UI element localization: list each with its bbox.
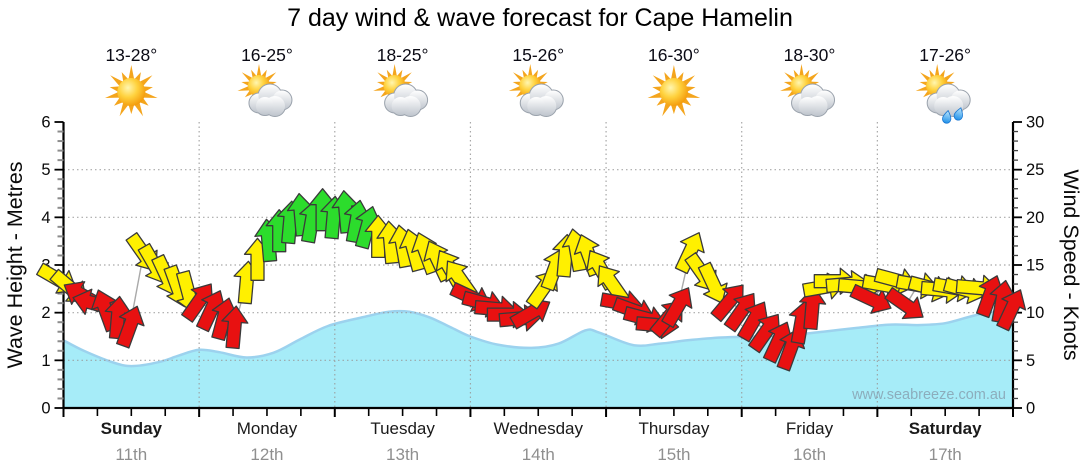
page-title: 7 day wind & wave forecast for Cape Hame… bbox=[287, 4, 793, 32]
wind-arrows bbox=[36, 188, 1027, 372]
day-name-label: Saturday bbox=[909, 419, 982, 438]
cloud-lobe-fill bbox=[527, 97, 546, 115]
day-name-label: Monday bbox=[237, 419, 298, 438]
weather-icon-partly-cloudy bbox=[780, 64, 836, 117]
wind-arrow-red bbox=[661, 287, 693, 329]
left-tick-label: 5 bbox=[41, 161, 50, 179]
day-date-label: 15th bbox=[657, 445, 690, 464]
left-tick-label: 4 bbox=[41, 209, 50, 227]
day-date-label: 13th bbox=[386, 445, 419, 464]
wave-height-area bbox=[62, 308, 1014, 408]
left-tick-label: 0 bbox=[41, 400, 50, 418]
right-tick-label: 10 bbox=[1026, 304, 1044, 322]
day-date-label: 16th bbox=[793, 445, 826, 464]
day-date-label: 12th bbox=[250, 445, 283, 464]
day-date-label: 11th bbox=[115, 445, 147, 464]
day-name-label: Sunday bbox=[101, 419, 163, 438]
day-temp-label: 18-30° bbox=[784, 45, 836, 65]
day-temp-label: 16-30° bbox=[648, 45, 700, 65]
day-date-label: 14th bbox=[522, 445, 555, 464]
right-tick-label: 30 bbox=[1026, 114, 1044, 132]
sun-disc bbox=[117, 78, 146, 106]
weather-icon-sunny bbox=[647, 65, 701, 117]
day-labels: Sunday 11th 13-28° Monday 12th 16-25° Tuesday 1… bbox=[101, 45, 982, 464]
rain-drop bbox=[953, 107, 963, 121]
cloud-lobe-fill bbox=[934, 97, 953, 115]
wind-arrow-yellow bbox=[674, 232, 705, 275]
right-tick-label: 0 bbox=[1026, 400, 1035, 418]
right-tick-label: 20 bbox=[1026, 209, 1044, 227]
wave-area-fill bbox=[63, 309, 1013, 408]
wind-arrow-red bbox=[996, 289, 1027, 332]
rain-drop bbox=[942, 109, 952, 124]
day-temp-label: 18-25° bbox=[377, 45, 429, 65]
day-temp-label: 13-28° bbox=[105, 45, 157, 65]
watermark: www.seabreeze.com.au bbox=[851, 387, 1006, 403]
sun-disc bbox=[659, 78, 688, 106]
wind-arrow-yellow bbox=[697, 261, 728, 304]
wind-arrow-red bbox=[799, 286, 827, 331]
day-name-label: Friday bbox=[786, 419, 834, 438]
right-tick-label: 25 bbox=[1026, 161, 1044, 179]
cloud-lobe-fill bbox=[798, 97, 817, 115]
wind-arrow-red bbox=[884, 286, 924, 320]
wave-area-outline bbox=[62, 308, 1014, 368]
right-axis-title: Wind Speed - Knots bbox=[1059, 169, 1080, 360]
right-tick-label: 5 bbox=[1026, 352, 1035, 370]
wind-arrow-red bbox=[116, 305, 145, 349]
weather-icon-sunny bbox=[105, 65, 158, 117]
day-date-label: 17th bbox=[929, 445, 962, 464]
weather-icon-partly-cloudy bbox=[373, 64, 429, 117]
cloud-lobe-fill bbox=[255, 97, 274, 115]
x-axis-ticks bbox=[62, 408, 1014, 417]
day-temp-label: 17-26° bbox=[919, 45, 971, 65]
left-axis-title: Wave Height - Metres bbox=[3, 161, 27, 368]
day-temp-label: 16-25° bbox=[241, 45, 293, 65]
weather-icon-partly-cloudy bbox=[508, 64, 564, 117]
left-tick-label: 2 bbox=[41, 304, 50, 322]
day-name-label: Thursday bbox=[638, 419, 709, 438]
left-tick-label: 1 bbox=[41, 352, 50, 370]
weather-icon-partly-cloudy bbox=[237, 64, 293, 117]
day-name-label: Wednesday bbox=[494, 419, 584, 438]
wind-arrow-red bbox=[221, 305, 249, 350]
right-tick-label: 15 bbox=[1026, 257, 1044, 275]
weather-icon-showers bbox=[915, 64, 971, 124]
cloud-lobe-fill bbox=[391, 97, 410, 115]
right-axis: 0 5 10 15 20 25 30 bbox=[1013, 114, 1044, 418]
day-temp-label: 15-26° bbox=[512, 45, 564, 65]
day-name-label: Tuesday bbox=[370, 419, 435, 438]
left-tick-label: 6 bbox=[41, 114, 50, 132]
